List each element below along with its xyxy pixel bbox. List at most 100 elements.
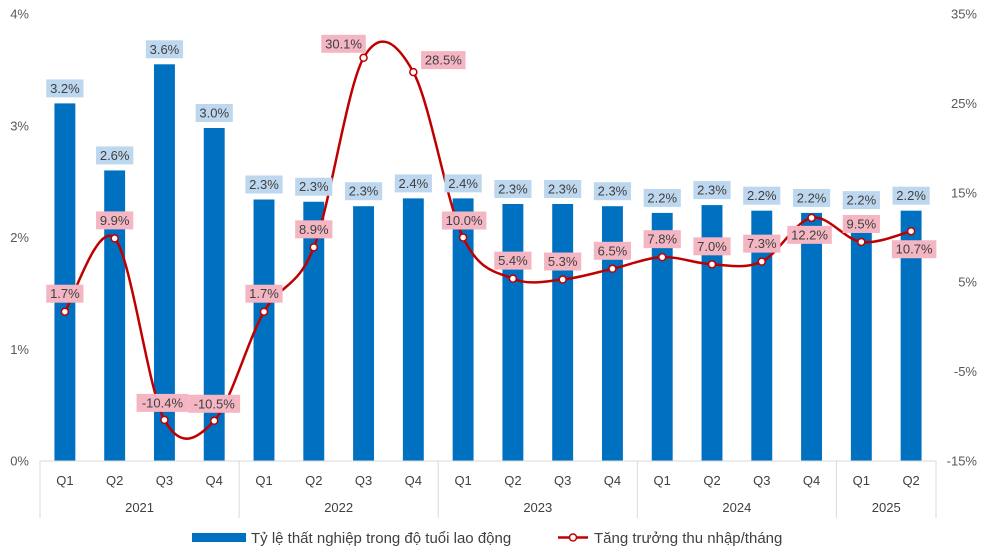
bar-data-label: 2.2%	[797, 190, 827, 205]
left-tick-label: 0%	[10, 454, 29, 469]
bar-data-label: 2.2%	[896, 188, 926, 203]
category-label: Q2	[902, 473, 919, 488]
bar-data-label: 2.6%	[100, 148, 130, 163]
right-tick-label: -15%	[947, 454, 978, 469]
bar-data-label-bg	[394, 174, 432, 193]
bar-data-label-bg	[593, 182, 632, 201]
line-marker	[608, 264, 617, 274]
category-label: Q1	[654, 473, 671, 488]
bar-data-label: 3.6%	[150, 42, 180, 57]
line-data-label: 5.3%	[548, 254, 578, 269]
bar-data-label-bg	[145, 40, 184, 59]
right-axis: -15% -5% 5% 15% 25% 35%	[947, 7, 978, 469]
line-data-label-bg	[421, 51, 466, 70]
right-tick-label: 25%	[951, 96, 977, 111]
bar	[104, 170, 126, 461]
category-label: Q4	[803, 473, 820, 488]
line-marker	[160, 415, 169, 425]
bar-data-label-bg	[643, 188, 681, 207]
line-data-label-bg	[787, 225, 832, 244]
bar	[303, 201, 325, 462]
line-data-label-bg	[441, 211, 487, 230]
line-marker	[857, 237, 866, 247]
bar	[701, 205, 723, 461]
bar-data-label: 2.3%	[498, 181, 528, 196]
line-marker	[409, 67, 418, 77]
line-data-label: 8.9%	[299, 222, 329, 237]
bar	[801, 212, 823, 461]
left-tick-label: 2%	[10, 230, 29, 245]
bar-data-label-bg	[295, 177, 333, 196]
left-tick-label: 4%	[10, 7, 29, 22]
line-data-label: 12.2%	[791, 227, 828, 242]
bar	[253, 199, 275, 461]
line-marker	[807, 213, 816, 223]
line-data-label: 10.0%	[446, 213, 483, 228]
bar-data-label: 2.3%	[548, 181, 578, 196]
bar-data-label-bg	[245, 175, 283, 194]
legend: Tỷ lệ thất nghiệp trong độ tuổi lao động…	[192, 530, 782, 547]
x-axis: Q1 Q2 Q3 Q4 Q1 Q2 Q3 Q4 Q1 Q2 Q3 Q4 Q1 Q2 Q3 Q4 Q1 Q22021…	[39, 460, 937, 518]
category-label: Q4	[206, 473, 223, 488]
line-data-label: -10.5%	[194, 396, 236, 411]
category-label: Q1	[255, 473, 272, 488]
bar-data-label-bg	[494, 179, 532, 198]
line-data-label-bg	[321, 34, 366, 53]
bar-data-label: 2.4%	[399, 176, 429, 191]
right-tick-label: 15%	[951, 185, 977, 200]
bar-data-label-bg	[892, 186, 930, 205]
line-data-label: 5.4%	[498, 253, 528, 268]
line-series: 3.2% 2.6% 3.6% 3.0% 2.3% 2.3% 2.3% 2.4% 2.4% 2.3%…	[46, 34, 937, 440]
category-label: Q1	[853, 473, 870, 488]
right-tick-label: -5%	[954, 364, 978, 379]
line-data-label-bg	[136, 393, 189, 412]
bar-data-label-bg	[195, 103, 233, 122]
bar-data-label-bg	[743, 186, 781, 205]
bar-data-label: 2.3%	[299, 179, 329, 194]
line-data-label: 10.7%	[896, 242, 933, 257]
line-data-label-bg	[842, 214, 880, 233]
left-axis: 0% 1% 2% 3% 4%	[10, 7, 29, 469]
category-label: Q2	[106, 473, 123, 488]
bar-data-label-bg	[46, 79, 84, 98]
line-data-label-bg	[593, 241, 632, 260]
bar-data-label-bg	[842, 191, 880, 210]
bar	[203, 127, 225, 462]
legend-label-line: Tăng trưởng thu nhập/tháng	[594, 530, 782, 547]
line-data-label: 7.3%	[747, 236, 777, 251]
line-data-label-bg	[494, 251, 532, 270]
line-marker	[508, 274, 518, 283]
bar-data-label: 2.2%	[847, 193, 877, 208]
bar-data-label-bg	[344, 182, 383, 201]
line-data-label: 1.7%	[50, 286, 80, 301]
right-tick-label: 35%	[951, 7, 977, 22]
line-data-label: 9.9%	[100, 213, 130, 228]
category-label: Q2	[504, 473, 521, 488]
bar-data-label-bg	[693, 181, 731, 200]
bar	[54, 103, 76, 462]
line-data-label: 1.7%	[249, 286, 279, 301]
line-data-label-bg	[544, 252, 582, 271]
legend-label-bar: Tỷ lệ thất nghiệp trong độ tuổi lao động	[251, 530, 511, 547]
line-path	[63, 40, 912, 440]
category-label: Q3	[156, 473, 173, 488]
line-marker	[259, 307, 269, 316]
legend-swatch-marker	[568, 533, 578, 542]
category-label: Q3	[355, 473, 372, 488]
line-data-label: 30.1%	[325, 36, 362, 51]
line-data-label-bg	[46, 284, 84, 303]
bar	[402, 198, 424, 461]
bar	[552, 203, 574, 461]
line-marker	[657, 252, 667, 262]
bar	[651, 212, 673, 461]
bar	[502, 203, 524, 461]
bar-data-label: 2.3%	[249, 177, 279, 192]
line-marker	[757, 257, 767, 266]
line-data-label-bg	[295, 220, 333, 239]
bar	[751, 210, 773, 461]
bar-data-label: 3.2%	[50, 81, 80, 96]
bar-data-label: 2.2%	[647, 190, 677, 205]
line-data-label: 28.5%	[425, 53, 462, 68]
line-data-label: -10.4%	[142, 395, 184, 410]
